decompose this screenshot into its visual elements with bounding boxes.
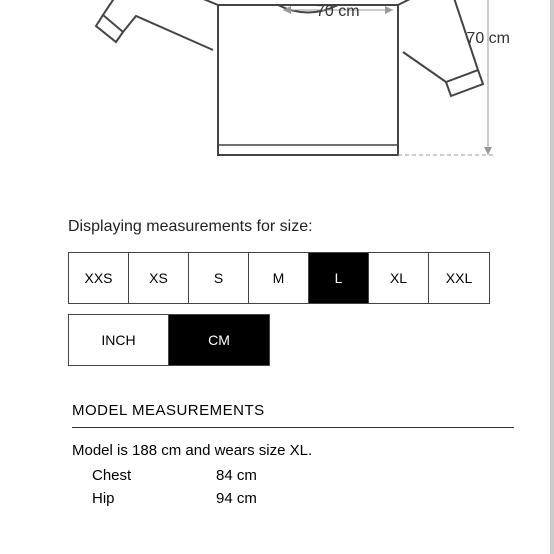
measurement-row: Chest84 cm — [92, 465, 514, 488]
measurement-label: Chest — [92, 465, 216, 488]
measurement-value: 84 cm — [216, 465, 257, 488]
garment-diagram: 70 cm 70 cm — [68, 0, 514, 190]
unit-option-inch[interactable]: INCH — [69, 315, 169, 365]
unit-option-cm[interactable]: CM — [169, 315, 269, 365]
model-description: Model is 188 cm and wears size XL. — [72, 442, 514, 459]
size-heading: Displaying measurements for size: — [68, 218, 514, 236]
size-option-xs[interactable]: XS — [129, 253, 189, 303]
size-option-xl[interactable]: XL — [369, 253, 429, 303]
unit-selector: INCHCM — [68, 314, 270, 366]
size-option-s[interactable]: S — [189, 253, 249, 303]
size-option-xxs[interactable]: XXS — [69, 253, 129, 303]
size-option-xxl[interactable]: XXL — [429, 253, 489, 303]
model-measurements-heading: MODEL MEASUREMENTS — [72, 402, 514, 428]
diagram-width-label: 70 cm — [316, 3, 360, 21]
measurement-value: 94 cm — [216, 488, 257, 511]
measurement-label: Hip — [92, 488, 216, 511]
measurement-row: Hip94 cm — [92, 488, 514, 511]
size-option-m[interactable]: M — [249, 253, 309, 303]
size-option-l[interactable]: L — [309, 253, 369, 303]
diagram-height-label: 70 cm — [466, 30, 510, 48]
size-selector: XXSXSSMLXLXXL — [68, 252, 490, 304]
